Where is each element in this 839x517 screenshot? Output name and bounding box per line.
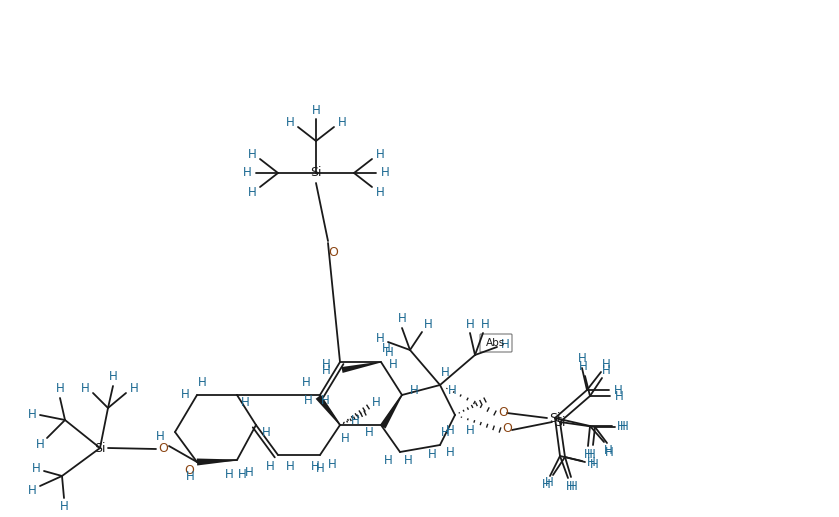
Text: H: H (198, 376, 206, 389)
Text: H: H (605, 446, 613, 459)
Text: H: H (320, 393, 330, 406)
Text: H: H (241, 397, 249, 409)
Text: H: H (448, 384, 456, 397)
Text: H: H (545, 477, 554, 490)
FancyBboxPatch shape (480, 334, 512, 352)
Polygon shape (341, 361, 381, 373)
Text: O: O (184, 464, 194, 477)
Text: H: H (584, 449, 592, 462)
Text: O: O (328, 247, 338, 260)
Text: H: H (311, 103, 320, 116)
Text: H: H (446, 447, 455, 460)
Text: H: H (384, 345, 393, 358)
Text: H: H (428, 449, 436, 462)
Text: H: H (285, 461, 294, 474)
Text: H: H (409, 384, 419, 397)
Text: H: H (32, 462, 40, 475)
Text: H: H (242, 166, 252, 179)
Text: H: H (404, 453, 413, 466)
Text: Si: Si (555, 416, 565, 429)
Text: H: H (481, 317, 489, 330)
Text: H: H (501, 339, 509, 352)
Text: H: H (466, 423, 474, 436)
Text: H: H (577, 353, 586, 366)
Text: H: H (237, 467, 247, 480)
Text: H: H (310, 461, 320, 474)
Text: H: H (285, 115, 294, 129)
Text: H: H (602, 363, 611, 376)
Text: H: H (315, 463, 325, 476)
Text: H: H (81, 383, 90, 396)
Text: H: H (424, 318, 432, 331)
Text: H: H (603, 444, 612, 457)
Text: H: H (365, 427, 373, 439)
Text: H: H (617, 419, 625, 433)
Text: H: H (615, 389, 623, 403)
Text: H: H (351, 414, 359, 427)
Text: Si: Si (94, 442, 106, 454)
Text: H: H (225, 468, 233, 481)
Text: H: H (28, 408, 36, 421)
Text: Abs: Abs (487, 338, 506, 348)
Text: H: H (586, 448, 596, 461)
Text: H: H (245, 465, 253, 479)
Text: O: O (502, 421, 512, 434)
Text: H: H (372, 396, 380, 408)
Text: O: O (158, 443, 168, 455)
Polygon shape (380, 395, 403, 429)
Text: H: H (108, 371, 117, 384)
Text: H: H (446, 423, 455, 436)
Text: H: H (383, 453, 393, 466)
Text: H: H (185, 469, 195, 482)
Text: H: H (376, 147, 384, 160)
Text: H: H (321, 363, 331, 376)
Text: H: H (586, 457, 596, 469)
Text: H: H (341, 433, 349, 446)
Text: H: H (35, 437, 44, 450)
Text: H: H (388, 358, 398, 372)
Text: H: H (302, 376, 310, 389)
Text: H: H (248, 147, 257, 160)
Text: H: H (28, 483, 36, 496)
Text: Si: Si (550, 412, 560, 424)
Text: H: H (542, 479, 550, 492)
Text: H: H (376, 186, 384, 199)
Text: H: H (60, 500, 68, 513)
Text: H: H (376, 332, 384, 345)
Text: H: H (440, 367, 450, 379)
Text: H: H (248, 186, 257, 199)
Text: H: H (569, 479, 577, 493)
Text: H: H (321, 358, 331, 372)
Text: H: H (565, 480, 575, 494)
Text: H: H (620, 420, 628, 433)
Text: H: H (602, 357, 611, 371)
Text: H: H (590, 458, 598, 470)
Polygon shape (197, 459, 237, 465)
Text: H: H (466, 317, 474, 330)
Text: H: H (613, 384, 623, 397)
Text: H: H (55, 383, 65, 396)
Text: H: H (398, 312, 406, 326)
Text: H: H (262, 427, 270, 439)
Text: H: H (155, 431, 164, 444)
Text: O: O (498, 406, 508, 419)
Text: H: H (180, 388, 190, 402)
Text: H: H (266, 461, 274, 474)
Text: H: H (304, 393, 312, 406)
Text: H: H (129, 383, 138, 396)
Text: Si: Si (310, 166, 321, 179)
Text: H: H (579, 360, 587, 373)
Polygon shape (315, 395, 341, 425)
Text: H: H (337, 115, 347, 129)
Text: H: H (327, 459, 336, 472)
Text: H: H (440, 427, 450, 439)
Text: H: H (382, 342, 390, 355)
Text: H: H (381, 166, 389, 179)
